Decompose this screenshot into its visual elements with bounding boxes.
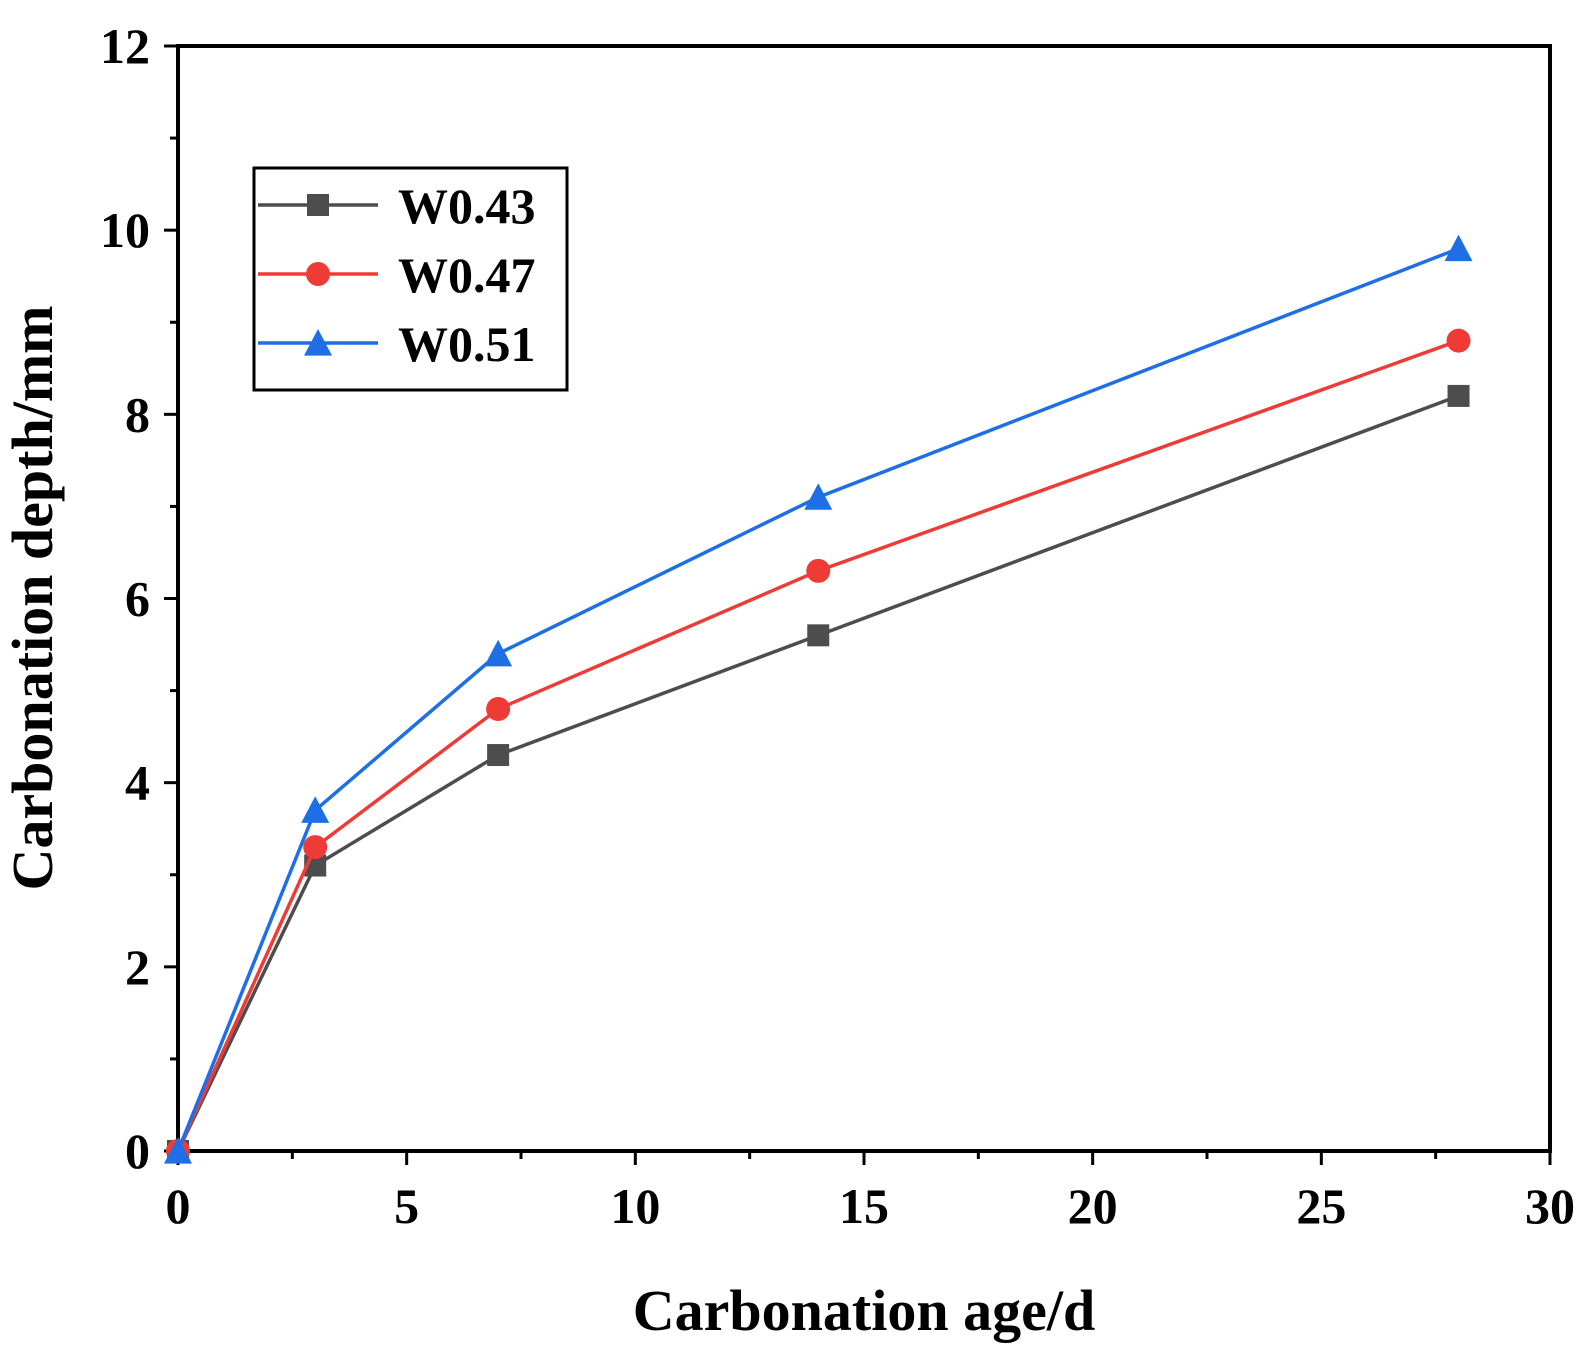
data-point	[164, 1137, 192, 1164]
legend-label: W0.43	[398, 178, 536, 234]
data-point	[487, 744, 510, 767]
x-tick-label: 5	[394, 1178, 419, 1234]
legend-marker	[307, 194, 329, 216]
legend-label: W0.47	[398, 247, 536, 303]
data-point	[486, 697, 511, 721]
data-point	[1447, 384, 1470, 407]
x-axis-title: Carbonation age/d	[633, 1278, 1095, 1343]
y-tick-label: 4	[125, 755, 150, 811]
legend-item-W0.47: W0.47	[258, 247, 536, 303]
series-layer	[164, 234, 1473, 1164]
y-axis-title: Carbonation depth/mm	[0, 306, 65, 891]
axis-tick-labels: 0 5 10 15 20 25 30 0 2 4 6 8 10 12	[100, 18, 1575, 1234]
data-point	[1446, 328, 1471, 353]
series-W0.51	[164, 234, 1473, 1164]
y-tick-label: 8	[125, 386, 150, 442]
data-point	[301, 796, 330, 823]
series-W0.47	[166, 328, 1471, 1163]
x-tick-label: 30	[1525, 1178, 1575, 1234]
axis-ticks	[164, 44, 1552, 1165]
data-point	[303, 835, 328, 860]
y-tick-label: 10	[100, 202, 150, 258]
legend-item-W0.51: W0.51	[258, 316, 536, 372]
x-tick-label: 10	[610, 1178, 660, 1234]
legend-item-W0.43: W0.43	[258, 178, 536, 234]
legend-marker	[304, 329, 332, 356]
legend-marker	[306, 262, 330, 286]
data-point	[1444, 234, 1473, 262]
x-tick-label: 20	[1068, 1178, 1118, 1234]
y-tick-label: 2	[125, 939, 150, 995]
y-tick-label: 6	[125, 571, 150, 627]
y-tick-label: 12	[100, 18, 150, 74]
legend: W0.43 W0.47 W0.51	[252, 166, 569, 392]
x-tick-label: 25	[1296, 1178, 1346, 1234]
y-tick-label: 0	[125, 1123, 150, 1179]
data-point	[484, 639, 513, 667]
legend-label: W0.51	[398, 316, 536, 372]
data-point	[804, 483, 833, 510]
data-point	[806, 558, 831, 583]
x-tick-label: 15	[839, 1178, 889, 1234]
data-point	[807, 624, 830, 647]
x-tick-label: 0	[166, 1178, 191, 1234]
series-line	[176, 339, 1460, 1152]
